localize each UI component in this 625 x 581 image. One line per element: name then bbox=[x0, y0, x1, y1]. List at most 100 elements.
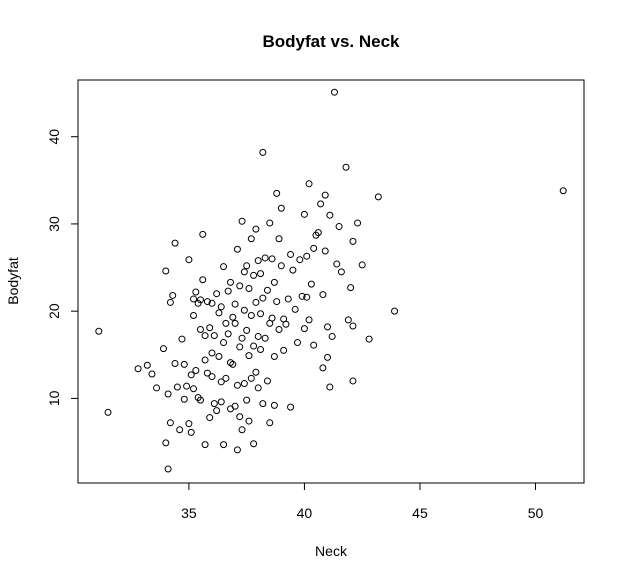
data-point bbox=[289, 266, 297, 274]
data-point bbox=[206, 324, 214, 332]
data-point bbox=[263, 286, 271, 294]
data-point bbox=[187, 371, 195, 379]
data-point bbox=[266, 219, 274, 227]
data-point bbox=[273, 189, 281, 197]
data-point bbox=[319, 291, 327, 299]
data-point bbox=[180, 360, 188, 368]
data-point bbox=[208, 299, 216, 307]
data-point bbox=[277, 204, 285, 212]
data-point bbox=[217, 398, 225, 406]
data-point bbox=[273, 298, 281, 306]
data-point bbox=[185, 420, 193, 428]
data-point bbox=[277, 262, 285, 270]
data-point bbox=[314, 229, 322, 237]
data-point bbox=[250, 440, 258, 448]
data-point bbox=[143, 361, 151, 369]
data-point bbox=[171, 359, 179, 367]
data-point bbox=[335, 223, 343, 231]
data-point bbox=[298, 292, 306, 300]
data-point bbox=[270, 353, 278, 361]
data-point bbox=[233, 245, 241, 253]
data-point bbox=[224, 287, 232, 295]
data-point bbox=[303, 293, 311, 301]
data-point bbox=[254, 257, 262, 265]
data-point bbox=[257, 346, 265, 354]
data-point bbox=[166, 298, 174, 306]
data-point bbox=[275, 235, 283, 243]
data-point bbox=[252, 225, 260, 233]
data-point bbox=[134, 365, 142, 373]
data-point bbox=[319, 364, 327, 372]
data-point bbox=[190, 295, 198, 303]
x-tick-label: 35 bbox=[181, 505, 197, 521]
data-point bbox=[231, 300, 239, 308]
data-point bbox=[259, 148, 267, 156]
y-axis-label: Bodyfat bbox=[5, 257, 21, 305]
data-point bbox=[183, 382, 191, 390]
data-point bbox=[196, 296, 204, 304]
data-point bbox=[287, 250, 295, 258]
data-point bbox=[347, 284, 355, 292]
data-point bbox=[206, 414, 214, 422]
data-point bbox=[180, 395, 188, 403]
data-point bbox=[199, 276, 207, 284]
data-point bbox=[236, 343, 244, 351]
data-point bbox=[229, 360, 237, 368]
data-point bbox=[210, 332, 218, 340]
data-point bbox=[220, 441, 228, 449]
data-point bbox=[303, 252, 311, 260]
data-point bbox=[159, 345, 167, 353]
data-point bbox=[259, 294, 267, 302]
data-point bbox=[236, 413, 244, 421]
data-point bbox=[222, 319, 230, 327]
y-tick-label: 10 bbox=[46, 390, 62, 406]
data-point bbox=[333, 260, 341, 268]
data-point bbox=[153, 384, 161, 392]
data-point bbox=[192, 288, 200, 296]
data-point bbox=[196, 396, 204, 404]
data-point bbox=[300, 210, 308, 218]
data-point bbox=[270, 401, 278, 409]
x-tick-label: 40 bbox=[297, 505, 313, 521]
data-point bbox=[247, 235, 255, 243]
data-point bbox=[310, 244, 318, 252]
data-point bbox=[257, 270, 265, 278]
data-point bbox=[250, 342, 258, 350]
data-point bbox=[213, 407, 221, 415]
data-point bbox=[203, 298, 211, 306]
data-point bbox=[282, 320, 290, 328]
data-point bbox=[190, 312, 198, 320]
data-point bbox=[305, 180, 313, 188]
data-point bbox=[176, 426, 184, 434]
data-point bbox=[354, 219, 362, 227]
data-point bbox=[222, 374, 230, 382]
data-point bbox=[261, 254, 269, 262]
data-point bbox=[169, 291, 177, 299]
data-point bbox=[296, 256, 304, 264]
data-point bbox=[275, 325, 283, 333]
data-point bbox=[326, 383, 334, 391]
data-point bbox=[196, 325, 204, 333]
x-tick-label: 45 bbox=[412, 505, 428, 521]
data-point bbox=[300, 325, 308, 333]
data-point bbox=[254, 384, 262, 392]
data-point bbox=[349, 322, 357, 330]
data-point bbox=[328, 332, 336, 340]
data-point bbox=[324, 353, 332, 361]
data-point bbox=[199, 230, 207, 238]
data-point bbox=[233, 446, 241, 454]
x-tick-label: 50 bbox=[528, 505, 544, 521]
data-point bbox=[268, 255, 276, 263]
data-point bbox=[238, 426, 246, 434]
data-point bbox=[185, 256, 193, 264]
y-axis: 10 20 30 40 bbox=[46, 129, 79, 406]
data-point bbox=[254, 332, 262, 340]
data-point bbox=[559, 187, 567, 195]
data-point bbox=[201, 332, 209, 340]
data-point bbox=[213, 290, 221, 298]
data-point bbox=[250, 271, 258, 279]
chart-title: Bodyfat vs. Neck bbox=[263, 32, 401, 51]
data-point bbox=[95, 327, 103, 335]
data-point bbox=[220, 339, 228, 347]
